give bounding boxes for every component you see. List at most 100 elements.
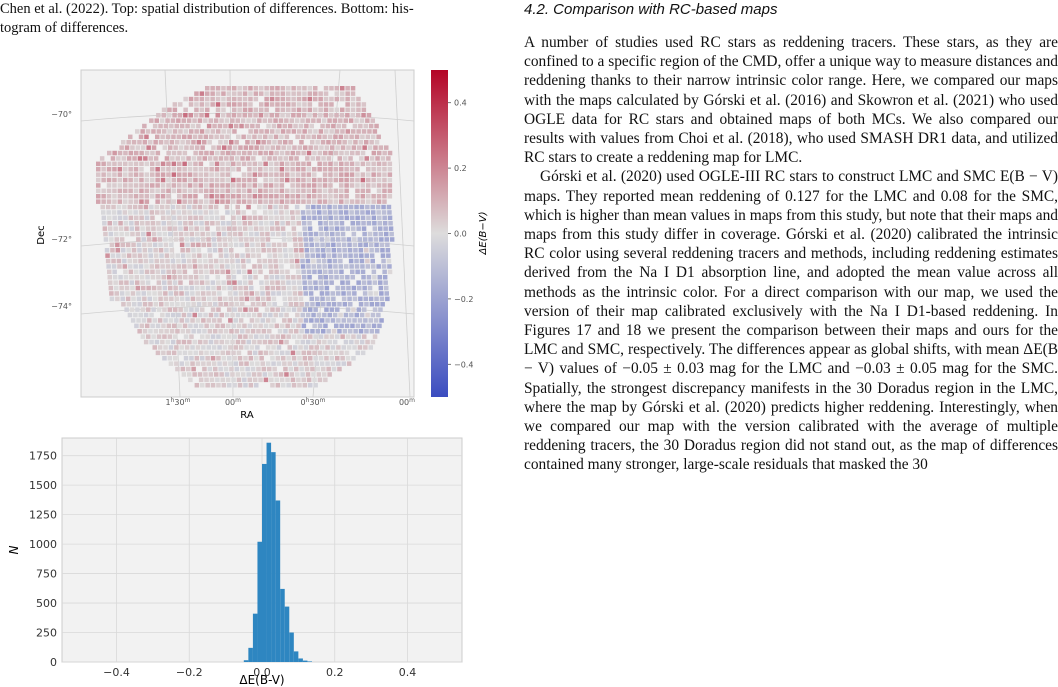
map-cell	[205, 383, 210, 388]
map-cell	[170, 253, 175, 258]
map-cell	[204, 275, 210, 280]
map-cell	[290, 183, 295, 188]
map-cell	[336, 361, 341, 366]
map-cell	[162, 145, 168, 150]
map-cell	[320, 123, 325, 129]
map-cell	[227, 237, 233, 242]
map-cell	[210, 383, 216, 388]
map-cell	[228, 318, 233, 323]
map-cell	[281, 356, 286, 361]
map-cell	[263, 183, 268, 188]
map-cell	[221, 96, 226, 102]
map-cell	[362, 291, 368, 296]
map-cell	[126, 253, 132, 258]
map-cell	[231, 221, 237, 226]
map-cell	[277, 123, 282, 129]
map-cell	[332, 253, 337, 258]
map-cell	[263, 194, 268, 199]
map-cell	[299, 253, 305, 258]
map-cell	[147, 318, 152, 323]
map-cell	[301, 161, 306, 167]
map-cell	[339, 172, 344, 177]
map-cell	[327, 258, 332, 264]
map-cell	[278, 339, 284, 345]
map-cell	[155, 172, 160, 177]
map-cell	[231, 199, 236, 204]
map-cell	[220, 269, 225, 275]
map-cell	[128, 161, 133, 167]
histogram-bars	[243, 442, 312, 662]
map-cell	[112, 161, 117, 167]
map-cell	[344, 172, 349, 177]
map-cell	[318, 96, 323, 102]
map-cell	[144, 183, 150, 188]
map-cell	[210, 334, 216, 339]
map-cell	[209, 134, 214, 140]
map-cell	[294, 366, 299, 372]
map-cell	[210, 102, 215, 107]
map-cell	[188, 102, 194, 107]
map-cell	[195, 285, 200, 291]
map-cell	[177, 150, 182, 156]
map-cell	[322, 161, 328, 167]
map-cell	[218, 248, 223, 253]
map-cell	[105, 204, 111, 210]
map-cell	[142, 140, 148, 145]
map-cell	[180, 366, 186, 372]
map-cell	[288, 302, 294, 307]
map-cell	[202, 366, 207, 372]
map-cell	[209, 199, 214, 204]
map-cell	[313, 285, 319, 291]
map-cell	[279, 161, 285, 167]
map-cell	[119, 291, 125, 296]
map-cell	[321, 302, 326, 307]
map-cell	[220, 221, 226, 226]
map-cell	[264, 275, 269, 280]
map-cell	[187, 172, 193, 177]
map-cell	[179, 123, 185, 129]
map-cell	[371, 210, 376, 215]
map-cell	[281, 383, 286, 388]
map-cell	[232, 226, 237, 231]
map-cell	[118, 221, 123, 226]
map-cell	[111, 204, 116, 210]
map-cell	[345, 307, 351, 312]
map-cell	[186, 329, 191, 334]
map-cell	[151, 129, 156, 134]
map-cell	[127, 312, 133, 318]
map-cell	[188, 323, 193, 329]
map-cell	[189, 285, 195, 291]
map-cell	[195, 145, 200, 150]
map-cell	[335, 307, 340, 312]
map-cell	[350, 275, 355, 280]
map-cell	[160, 183, 166, 188]
map-cell	[187, 210, 192, 215]
map-cell	[337, 156, 342, 161]
map-cell	[264, 221, 269, 226]
map-cell	[168, 145, 173, 150]
map-cell	[279, 183, 285, 188]
histogram-bar	[302, 660, 308, 662]
map-cell	[151, 334, 156, 339]
map-cell	[179, 237, 184, 242]
map-cell	[136, 296, 142, 302]
map-cell	[297, 145, 303, 150]
map-cell	[270, 129, 275, 134]
map-cell	[388, 221, 393, 226]
map-cell	[300, 264, 306, 269]
map-cell	[265, 231, 270, 237]
map-cell	[200, 334, 205, 339]
map-cell	[179, 345, 184, 350]
map-cell	[117, 188, 123, 194]
map-cell	[301, 199, 306, 204]
map-cell	[355, 188, 360, 194]
map-cell	[298, 296, 304, 302]
map-cell	[128, 199, 133, 204]
map-cell	[192, 312, 197, 318]
map-cell	[207, 253, 213, 258]
map-cell	[225, 150, 231, 156]
map-cell	[252, 172, 258, 177]
map-cell	[366, 113, 372, 118]
map-cell	[172, 275, 177, 280]
map-cell	[132, 253, 137, 258]
